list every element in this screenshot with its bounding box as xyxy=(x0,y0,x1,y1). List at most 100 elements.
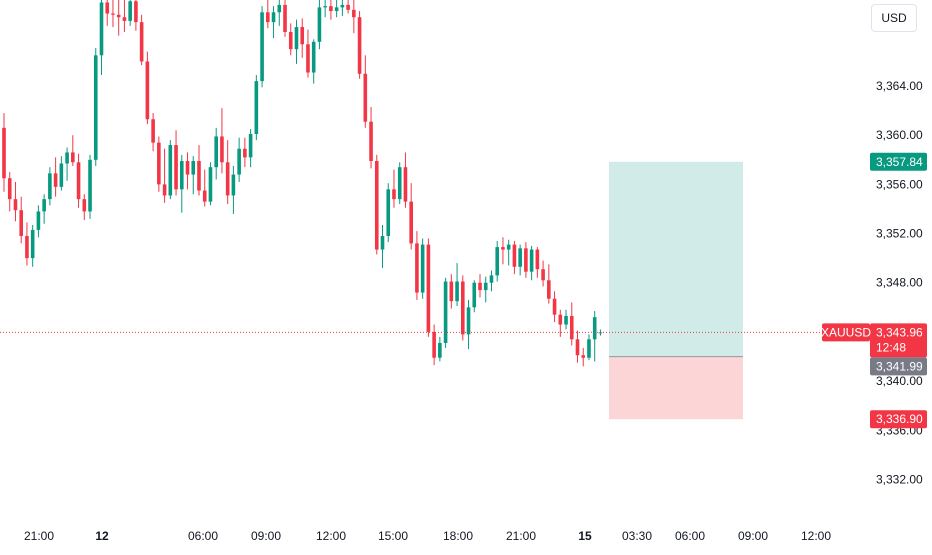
candle xyxy=(231,165,236,214)
candle xyxy=(518,244,522,276)
candle-body xyxy=(36,211,41,230)
candle xyxy=(162,148,167,203)
time-tick-label: 12:00 xyxy=(316,529,346,543)
candle xyxy=(76,153,81,208)
candle-body xyxy=(403,167,408,202)
time-axis: 21:00 12 06:00 09:00 12:00 15:00 18:00 21:00 15 0… xyxy=(24,529,831,543)
candle xyxy=(277,0,282,26)
candle xyxy=(7,172,12,212)
candle-body xyxy=(420,244,425,293)
candle xyxy=(2,113,6,192)
candle xyxy=(243,137,247,168)
current-price-badge-label: 3,343.96 xyxy=(876,325,923,339)
candle-body xyxy=(30,229,35,259)
candle xyxy=(547,264,551,304)
position-zones xyxy=(609,161,743,420)
candle-body xyxy=(587,339,591,358)
candle-body xyxy=(461,281,465,335)
candle xyxy=(317,0,322,50)
candle xyxy=(483,276,488,303)
candle xyxy=(587,334,591,361)
candle-body xyxy=(13,199,18,211)
candle-body xyxy=(306,44,310,73)
candle-body xyxy=(535,249,540,270)
candle xyxy=(512,240,517,275)
candle-body xyxy=(168,145,173,196)
candle xyxy=(71,135,75,166)
currency-label: USD xyxy=(881,11,907,25)
candle-body xyxy=(288,31,293,50)
candle-body xyxy=(151,119,155,143)
candle-body xyxy=(392,189,396,200)
candle-body xyxy=(42,199,46,212)
candle xyxy=(266,0,270,29)
candle xyxy=(369,106,373,169)
currency-button[interactable]: USD xyxy=(871,4,917,32)
candle xyxy=(552,291,557,323)
candle-body xyxy=(48,173,52,200)
price-tick-label: 3,332.00 xyxy=(876,472,923,486)
candle-body xyxy=(369,121,373,162)
entry-price-badge-bg xyxy=(870,357,927,376)
candle xyxy=(323,0,327,18)
candle-body xyxy=(2,127,6,179)
candle xyxy=(449,274,454,309)
candle xyxy=(529,245,534,281)
candle xyxy=(575,330,580,363)
time-tick-label: 21:00 xyxy=(506,529,536,543)
candle xyxy=(392,169,396,208)
entry-price-badge: 3,341.99 xyxy=(870,357,927,376)
candle xyxy=(59,156,64,191)
candle-body xyxy=(254,81,259,134)
candle xyxy=(116,0,121,36)
candle-body xyxy=(157,142,161,185)
candle-body xyxy=(179,161,184,190)
candle-body xyxy=(346,4,350,10)
candle xyxy=(53,157,58,197)
candle-body xyxy=(93,55,98,160)
candle xyxy=(478,274,482,298)
candle xyxy=(352,0,356,34)
candle-body xyxy=(352,9,356,18)
candle xyxy=(306,29,310,78)
candle-body xyxy=(380,236,385,250)
target-price-badge-bg xyxy=(870,152,927,171)
candle xyxy=(208,162,213,206)
time-tick-label: 12:00 xyxy=(801,529,831,543)
time-tick-label: 06:00 xyxy=(675,529,705,543)
candle xyxy=(151,113,155,152)
candle-body xyxy=(71,152,75,163)
candle-body xyxy=(202,190,207,202)
candle-body xyxy=(248,133,253,158)
candle xyxy=(403,152,408,208)
candle-body xyxy=(145,61,150,120)
candle-body xyxy=(340,4,345,8)
candle xyxy=(13,181,18,222)
candle-body xyxy=(283,4,287,32)
candle xyxy=(30,224,35,267)
candle xyxy=(357,11,362,79)
candle-body xyxy=(541,269,545,281)
price-tick-label: 3,360.00 xyxy=(876,128,923,142)
candle-body xyxy=(438,342,442,358)
price-tick-label: 3,340.00 xyxy=(876,374,923,388)
candle-body xyxy=(76,162,81,200)
candle-body xyxy=(397,167,402,200)
candle xyxy=(311,39,316,84)
candle xyxy=(535,247,540,278)
price-tick-label: 3,356.00 xyxy=(876,177,923,191)
stop-price-badge-bg xyxy=(870,410,927,429)
price-axis: 3,364.00 3,360.00 3,356.00 3,352.00 3,348.00… xyxy=(876,79,923,486)
candle xyxy=(558,309,563,337)
candle-body xyxy=(191,161,196,175)
candle-body xyxy=(443,281,448,343)
candlestick-series xyxy=(2,0,603,367)
candle-body xyxy=(174,145,178,190)
candle-body xyxy=(294,27,299,50)
candle-body xyxy=(311,41,316,73)
candle xyxy=(374,154,379,255)
price-tick-label: 3,348.00 xyxy=(876,276,923,290)
candle xyxy=(145,51,150,125)
candle xyxy=(134,0,138,31)
